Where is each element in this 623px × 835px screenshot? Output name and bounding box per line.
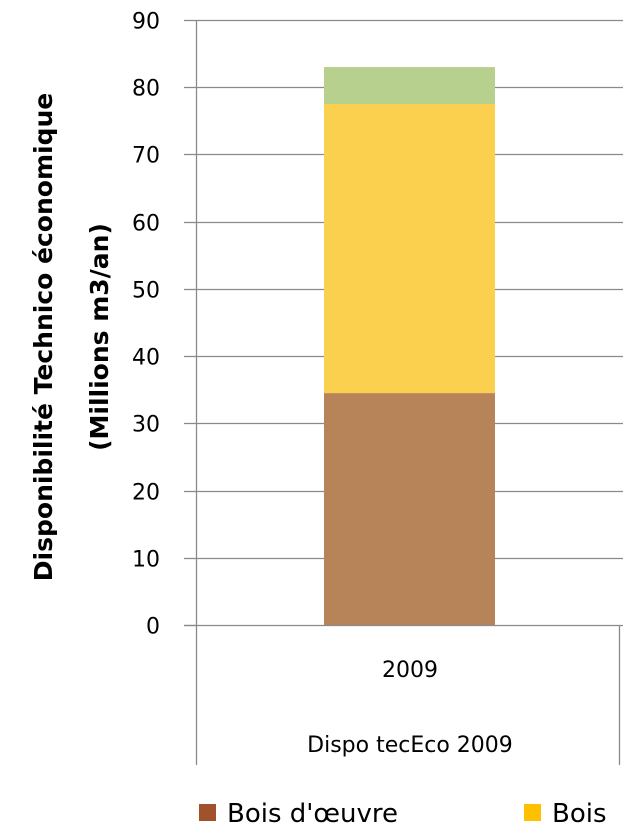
y-tick-label: 60 [132, 212, 160, 237]
bar-segment-2 [324, 104, 495, 394]
y-tick-label: 30 [132, 413, 160, 438]
x-category-group-label: Dispo tecEco 2009 [307, 733, 513, 758]
bar-segment-3 [324, 67, 495, 105]
y-axis-title: Disponibilité Technico économique (Millio… [29, 93, 114, 581]
y-tick-label: 40 [132, 346, 160, 371]
legend-swatch [199, 804, 216, 821]
category-labels: 2009 Dispo tecEco 2009 [307, 658, 513, 758]
y-tick-label: 50 [132, 279, 160, 304]
y-tick-labels: 0 10 20 30 40 50 60 70 80 90 [132, 10, 160, 640]
y-tick-label: 80 [132, 77, 160, 102]
y-tick-label: 0 [146, 615, 160, 640]
x-category-label: 2009 [382, 658, 438, 683]
axes [184, 19, 623, 765]
bar-segment-1 [324, 393, 495, 625]
y-tick-label: 20 [132, 481, 160, 506]
y-axis-label: Disponibilité Technico économique (Millio… [29, 93, 114, 581]
y-tick-label: 10 [132, 548, 160, 573]
y-axis-title-line-1: Disponibilité Technico économique [29, 93, 58, 581]
legend-swatch [524, 804, 541, 821]
y-axis-title-line-2: (Millions m3/an) [85, 223, 114, 451]
y-tick-label: 70 [132, 144, 160, 169]
y-tick-label: 90 [132, 10, 160, 35]
legend-label: Bois [552, 799, 607, 829]
legend-label: Bois d'œuvre [227, 799, 398, 829]
bars [324, 67, 495, 625]
legend: Bois d'œuvre Bois [199, 799, 607, 829]
